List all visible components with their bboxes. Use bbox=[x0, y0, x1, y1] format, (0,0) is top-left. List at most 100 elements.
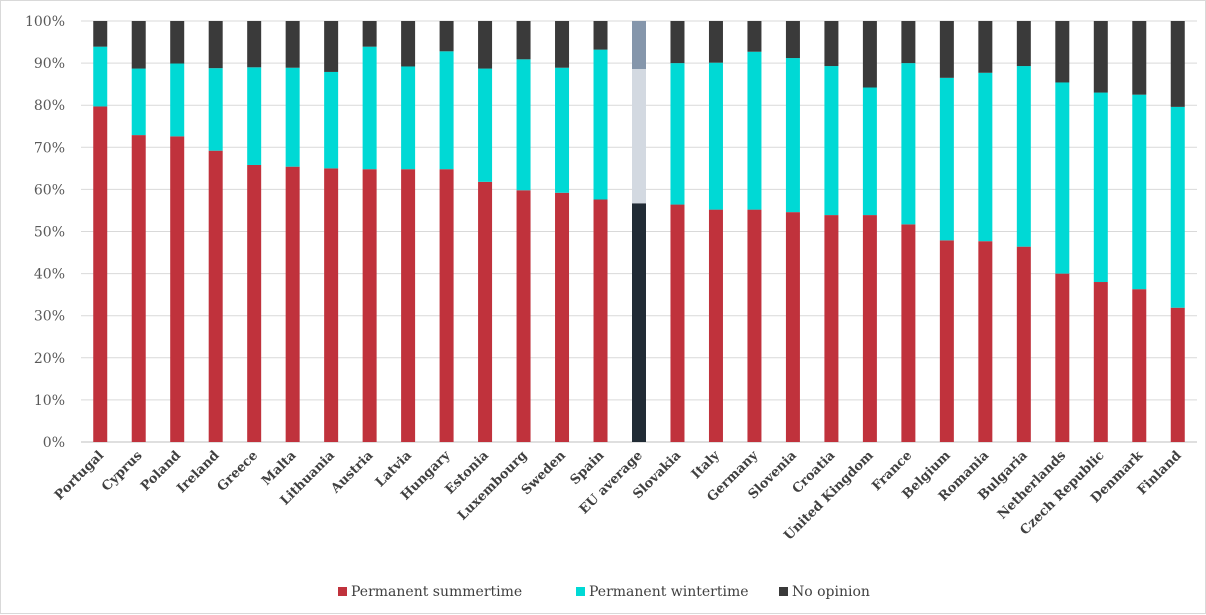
bar-segment-permanent-wintertime bbox=[362, 46, 377, 170]
x-tick-label: Luxembourg bbox=[455, 448, 530, 523]
bar-segment-no-opinion bbox=[401, 21, 416, 67]
bar-segment-no-opinion bbox=[632, 21, 646, 69]
bar-segment-permanent-summertime bbox=[285, 166, 300, 442]
y-tick-label: 20% bbox=[34, 351, 65, 367]
legend-label: Permanent wintertime bbox=[589, 584, 749, 600]
legend-swatch bbox=[779, 587, 788, 596]
bar-segment-no-opinion bbox=[131, 21, 146, 69]
bar-segment-permanent-wintertime bbox=[747, 51, 762, 210]
bar-segment-no-opinion bbox=[324, 21, 339, 72]
bar-segment-permanent-summertime bbox=[1170, 307, 1185, 442]
bar-segment-no-opinion bbox=[1093, 21, 1108, 93]
y-tick-label: 100% bbox=[25, 14, 65, 30]
y-tick-label: 80% bbox=[34, 98, 65, 114]
bar-segment-permanent-wintertime bbox=[285, 67, 300, 167]
x-tick-label: Ireland bbox=[174, 448, 222, 496]
bar-segment-permanent-summertime bbox=[516, 190, 531, 442]
bar-segment-no-opinion bbox=[285, 21, 300, 68]
bar-segment-permanent-summertime bbox=[1132, 289, 1147, 442]
bar-segment-no-opinion bbox=[93, 21, 108, 47]
bar-segment-no-opinion bbox=[785, 21, 800, 59]
x-tick-label: Portugal bbox=[52, 448, 107, 503]
bar-segment-no-opinion bbox=[478, 21, 493, 69]
x-tick-label: Greece bbox=[215, 448, 261, 494]
bar-segment-no-opinion bbox=[939, 21, 954, 78]
bar-segment-permanent-wintertime bbox=[555, 67, 570, 193]
bar-segment-permanent-summertime bbox=[670, 204, 685, 442]
bar-segment-permanent-summertime bbox=[362, 169, 377, 442]
bar-segment-permanent-wintertime bbox=[516, 59, 531, 191]
x-axis-labels: PortugalCyprusPolandIrelandGreeceMaltaLi… bbox=[52, 448, 1185, 544]
bar-segment-permanent-wintertime bbox=[247, 67, 262, 165]
y-tick-label: 0% bbox=[43, 435, 65, 451]
bar-segment-permanent-summertime bbox=[1093, 282, 1108, 442]
bar-segment-permanent-summertime bbox=[1016, 246, 1031, 442]
bar-segment-permanent-summertime bbox=[208, 150, 223, 442]
y-axis-ticks: 0% 10% 20% 30% 40% 50% 60% 70% 80% 90% 100% bbox=[25, 14, 65, 451]
bar-segment-no-opinion bbox=[593, 21, 608, 50]
bar-segment-permanent-wintertime bbox=[1170, 106, 1185, 308]
bar-segment-permanent-wintertime bbox=[478, 68, 493, 182]
bar-segment-no-opinion bbox=[170, 21, 185, 64]
bar-segment-no-opinion bbox=[1132, 21, 1147, 95]
bar-segment-permanent-wintertime bbox=[93, 46, 108, 107]
x-tick-label: Cyprus bbox=[99, 448, 145, 494]
bar-segment-permanent-summertime bbox=[824, 215, 839, 442]
bar-segment-permanent-summertime bbox=[401, 169, 416, 442]
bar-segment-permanent-wintertime bbox=[1132, 94, 1147, 290]
bar-segment-permanent-wintertime bbox=[324, 71, 339, 169]
legend-swatch bbox=[576, 587, 585, 596]
bar-segment-permanent-summertime bbox=[324, 168, 339, 442]
bar-segment-no-opinion bbox=[247, 21, 262, 68]
bar-segment-permanent-summertime bbox=[632, 203, 646, 442]
bar-segment-permanent-wintertime bbox=[1093, 92, 1108, 283]
bar-segment-permanent-summertime bbox=[93, 106, 108, 442]
y-tick-label: 90% bbox=[34, 56, 65, 72]
bar-segment-permanent-summertime bbox=[555, 192, 570, 442]
x-tick-label: Netherlands bbox=[995, 448, 1069, 522]
bar-segment-permanent-summertime bbox=[478, 181, 493, 442]
y-tick-label: 60% bbox=[34, 182, 65, 198]
legend-label: Permanent summertime bbox=[351, 584, 522, 600]
bar-segment-no-opinion bbox=[1170, 21, 1185, 107]
bar-segment-permanent-summertime bbox=[439, 169, 454, 442]
bar-segment-no-opinion bbox=[439, 21, 454, 52]
bar-segment-permanent-summertime bbox=[939, 240, 954, 442]
bar-segment-no-opinion bbox=[862, 21, 877, 88]
bar-segment-no-opinion bbox=[208, 21, 223, 69]
bar-segment-permanent-wintertime bbox=[1016, 66, 1031, 247]
x-tick-label: Italy bbox=[689, 448, 723, 482]
bars bbox=[93, 21, 1185, 442]
bar-segment-permanent-wintertime bbox=[401, 66, 416, 170]
bar-segment-no-opinion bbox=[978, 21, 993, 73]
bar-segment-permanent-wintertime bbox=[131, 68, 146, 136]
y-tick-label: 30% bbox=[34, 309, 65, 325]
y-tick-label: 70% bbox=[34, 140, 65, 156]
bar-segment-permanent-wintertime bbox=[1055, 82, 1070, 274]
bar-segment-permanent-summertime bbox=[978, 241, 993, 442]
bar-segment-permanent-summertime bbox=[593, 199, 608, 442]
bar-segment-permanent-summertime bbox=[170, 136, 185, 442]
bar-segment-permanent-wintertime bbox=[939, 77, 954, 241]
bar-segment-permanent-summertime bbox=[862, 215, 877, 442]
bar-segment-permanent-wintertime bbox=[785, 58, 800, 213]
bar-segment-no-opinion bbox=[824, 21, 839, 67]
bar-segment-no-opinion bbox=[362, 21, 377, 47]
bar-segment-no-opinion bbox=[555, 21, 570, 68]
bar-segment-no-opinion bbox=[670, 21, 685, 64]
bar-segment-permanent-wintertime bbox=[208, 68, 223, 151]
bar-segment-no-opinion bbox=[901, 21, 916, 64]
bar-segment-permanent-summertime bbox=[785, 212, 800, 442]
legend-label: No opinion bbox=[792, 584, 870, 600]
legend: Permanent summertime Permanent wintertime… bbox=[338, 584, 870, 600]
bar-segment-no-opinion bbox=[708, 21, 723, 63]
bar-segment-permanent-wintertime bbox=[862, 87, 877, 216]
bar-segment-permanent-wintertime bbox=[901, 63, 916, 225]
bar-segment-permanent-summertime bbox=[747, 209, 762, 442]
bar-segment-no-opinion bbox=[1016, 21, 1031, 67]
bar-segment-permanent-wintertime bbox=[824, 66, 839, 216]
legend-swatch bbox=[338, 587, 347, 596]
bar-segment-no-opinion bbox=[516, 21, 531, 60]
